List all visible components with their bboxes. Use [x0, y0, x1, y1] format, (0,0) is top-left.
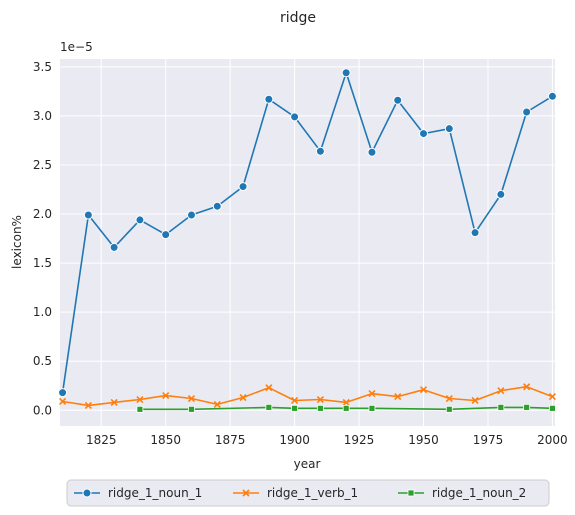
series	[58, 68, 557, 413]
legend: ridge_1_noun_1 ridge_1_verb_1 ridge_1_noun…	[66, 479, 550, 507]
x-axis-label: year	[294, 457, 321, 471]
data-point	[161, 230, 171, 240]
data-point	[522, 107, 532, 117]
data-point	[265, 384, 273, 392]
data-point	[394, 392, 402, 401]
data-point	[83, 210, 93, 220]
data-point	[162, 392, 170, 400]
data-point	[187, 394, 196, 403]
y-multiplier-label: 1e−5	[60, 40, 93, 54]
y-tick-label: 2.0	[33, 207, 52, 221]
data-point	[188, 405, 195, 413]
data-point	[316, 404, 324, 412]
data-point	[109, 242, 119, 252]
chart-title: ridge	[280, 10, 316, 26]
data-point	[497, 387, 505, 395]
data-point	[547, 91, 557, 101]
data-point	[186, 210, 196, 220]
y-tick-label: 3.5	[33, 60, 52, 74]
data-point	[315, 146, 325, 156]
x-tick-label: 1825	[86, 433, 117, 447]
x-tick-label: 2000	[537, 433, 568, 447]
data-point	[264, 94, 274, 104]
data-point	[265, 403, 273, 411]
series-ridge_1_noun_2	[136, 403, 556, 413]
x-tick-label: 1875	[215, 433, 246, 447]
series-line	[61, 71, 553, 393]
legend-item: ridge_1_noun_2	[398, 486, 526, 500]
x-tick-label: 1975	[473, 433, 504, 447]
data-point	[523, 403, 531, 411]
data-point	[239, 393, 247, 402]
legend-box	[66, 479, 550, 507]
y-tick-label: 3.0	[33, 109, 52, 123]
data-point	[407, 489, 415, 497]
plot-area	[60, 59, 555, 426]
x-tick-label: 1850	[150, 433, 181, 447]
data-point	[342, 404, 350, 412]
data-point	[523, 383, 531, 391]
data-point	[84, 401, 92, 409]
data-point	[341, 68, 351, 78]
data-point	[445, 394, 453, 403]
data-point	[242, 489, 250, 497]
y-ticks: 0.0 0.5 1.0 1.5 2.0 2.5 3.0 3.5	[33, 60, 52, 417]
y-tick-label: 0.0	[33, 403, 52, 417]
legend-item: ridge_1_verb_1	[233, 486, 358, 500]
data-point	[238, 182, 248, 192]
x-tick-label: 1950	[408, 433, 439, 447]
data-point	[444, 124, 454, 134]
x-ticks: 1825 1850 1875 1900 1925 1950 1975 2000	[86, 433, 568, 447]
data-point	[368, 390, 376, 398]
grid	[60, 59, 555, 426]
data-point	[135, 215, 145, 225]
data-point	[212, 201, 222, 211]
x-tick-label: 1900	[279, 433, 310, 447]
data-point	[59, 397, 67, 406]
data-point	[291, 396, 299, 405]
legend-label: ridge_1_noun_1	[108, 486, 202, 500]
legend-item: ridge_1_noun_1	[74, 486, 202, 500]
y-tick-label: 1.0	[33, 305, 52, 319]
data-point	[497, 403, 505, 411]
series-ridge_1_verb_1	[59, 383, 556, 409]
data-point	[342, 398, 350, 407]
y-tick-label: 1.5	[33, 256, 52, 270]
data-point	[496, 189, 506, 199]
y-tick-label: 2.5	[33, 158, 52, 172]
y-axis-label: lexicon%	[10, 215, 24, 269]
series-line	[62, 385, 553, 407]
data-point	[82, 488, 92, 498]
legend-label: ridge_1_verb_1	[267, 486, 358, 500]
data-point	[393, 95, 403, 105]
data-point	[549, 404, 556, 412]
data-point	[136, 405, 144, 413]
data-point	[58, 388, 68, 398]
data-point	[110, 398, 118, 407]
data-point	[316, 395, 324, 404]
data-point	[419, 386, 428, 394]
data-point	[548, 392, 556, 401]
data-point	[368, 404, 376, 412]
data-point	[419, 129, 429, 139]
data-point	[213, 400, 221, 408]
data-point	[367, 147, 377, 157]
data-point	[470, 228, 480, 238]
data-point	[291, 404, 299, 412]
data-point	[136, 395, 144, 404]
data-point	[471, 396, 479, 405]
series-ridge_1_noun_1	[58, 68, 557, 398]
data-point	[290, 112, 300, 122]
x-tick-label: 1925	[344, 433, 375, 447]
legend-label: ridge_1_noun_2	[432, 486, 526, 500]
data-point	[445, 405, 453, 413]
y-tick-label: 0.5	[33, 354, 52, 368]
